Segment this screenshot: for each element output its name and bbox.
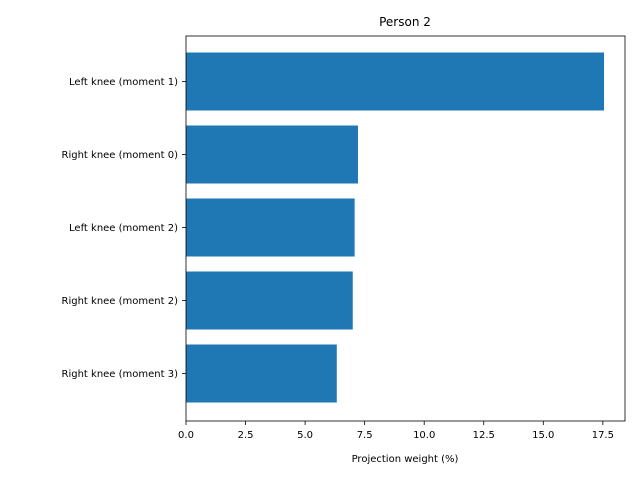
bar — [186, 344, 337, 403]
chart-title: Person 2 — [379, 15, 431, 29]
x-tick-label: 0.0 — [178, 430, 194, 441]
y-tick-label: Right knee (moment 2) — [62, 296, 179, 307]
x-tick-label: 5.0 — [297, 430, 313, 441]
bar — [186, 125, 358, 184]
y-tick-label: Left knee (moment 2) — [69, 223, 178, 234]
x-tick-label: 12.5 — [473, 430, 495, 441]
bars-group — [186, 52, 605, 403]
x-axis-ticks: 0.0 2.5 5.0 7.5 10.0 12.5 15.0 17.5 — [178, 421, 614, 441]
bar — [186, 52, 605, 111]
x-tick-label: 7.5 — [357, 430, 373, 441]
x-axis-label: Projection weight (%) — [352, 454, 459, 465]
y-tick-label: Left knee (moment 1) — [69, 77, 178, 88]
bar — [186, 198, 355, 257]
y-tick-label: Right knee (moment 3) — [62, 369, 179, 380]
x-tick-label: 2.5 — [238, 430, 254, 441]
bar — [186, 271, 353, 330]
y-tick-label: Right knee (moment 0) — [62, 150, 179, 161]
x-tick-label: 10.0 — [413, 430, 435, 441]
y-axis-ticks: Left knee (moment 1) Right knee (moment 0… — [62, 77, 186, 380]
x-tick-label: 17.5 — [592, 430, 614, 441]
plot-frame — [185, 35, 626, 422]
x-tick-label: 15.0 — [532, 430, 554, 441]
